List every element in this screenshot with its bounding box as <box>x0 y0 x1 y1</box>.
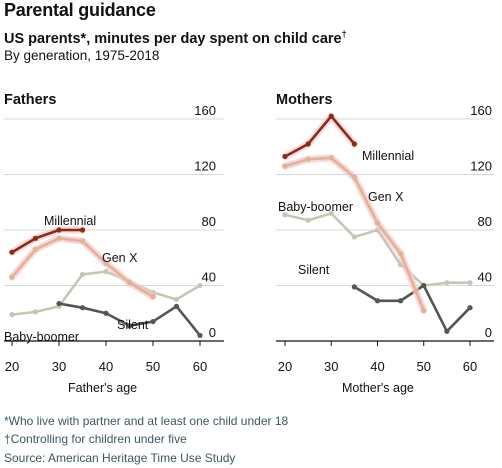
data-point-baby-boomer-mothers <box>305 217 311 223</box>
series-label-gen-x-mothers: Gen X <box>368 190 404 204</box>
data-point-baby-boomer-mothers <box>444 280 450 286</box>
series-label-silent-fathers: Silent <box>117 318 149 332</box>
data-point-silent-mothers <box>374 298 381 304</box>
y-tick-label-fathers: 80 <box>202 214 216 229</box>
data-point-gen-x-fathers <box>126 280 133 286</box>
data-point-silent-fathers <box>56 300 62 307</box>
data-point-silent-fathers <box>103 310 109 316</box>
data-point-baby-boomer-fathers <box>79 271 86 277</box>
y-tick-label-mothers: 80 <box>478 214 492 229</box>
x-tick-label-mothers: 40 <box>370 359 384 374</box>
footnote-controlling: †Controlling for children under five <box>4 432 187 446</box>
subtitle-text: US parents*, minutes per day spent on ch… <box>4 30 342 47</box>
subtitle-dagger: † <box>341 29 347 39</box>
y-tick-label-fathers: 120 <box>194 159 216 174</box>
panel-title-fathers: Fathers <box>4 92 56 108</box>
data-point-silent-fathers <box>150 318 156 325</box>
series-label-millennial-fathers: Millennial <box>44 214 96 228</box>
data-point-gen-x-fathers <box>9 274 15 280</box>
data-point-gen-x-fathers <box>32 246 39 253</box>
data-point-baby-boomer-fathers <box>197 282 203 289</box>
chart-subtitle: US parents*, minutes per day spent on ch… <box>4 29 347 47</box>
data-point-baby-boomer-fathers <box>9 312 15 318</box>
data-point-gen-x-mothers <box>421 307 427 314</box>
y-tick-label-fathers: 160 <box>194 103 216 118</box>
y-tick-label-mothers: 0 <box>485 325 492 340</box>
data-point-gen-x-mothers <box>351 174 357 180</box>
data-point-silent-mothers <box>421 282 427 289</box>
data-point-gen-x-mothers <box>398 250 404 257</box>
x-tick-label-fathers: 20 <box>5 359 19 374</box>
data-point-gen-x-mothers <box>374 220 381 226</box>
data-point-millennial-mothers <box>282 153 288 160</box>
series-glow-gen-x-fathers <box>8 234 157 301</box>
data-point-silent-mothers <box>467 305 473 311</box>
data-point-baby-boomer-mothers <box>351 234 357 240</box>
series-label-baby-boomer-mothers: Baby-boomer <box>278 200 353 214</box>
data-point-gen-x-mothers <box>305 156 311 162</box>
data-point-baby-boomer-mothers <box>467 280 473 286</box>
series-label-millennial-mothers: Millennial <box>362 149 414 163</box>
x-tick-label-fathers: 60 <box>193 359 207 374</box>
chart-subnote: By generation, 1975-2018 <box>4 48 160 63</box>
data-point-baby-boomer-fathers <box>32 309 39 315</box>
footnote-partner: *Who live with partner and at least one … <box>4 414 289 428</box>
y-tick-label-mothers: 40 <box>478 270 492 285</box>
x-tick-label-fathers: 50 <box>146 359 160 374</box>
data-point-millennial-mothers <box>351 141 357 147</box>
data-point-millennial-mothers <box>328 113 334 119</box>
data-point-millennial-fathers <box>9 249 15 255</box>
series-line-millennial-mothers <box>283 114 356 158</box>
data-point-gen-x-mothers <box>328 155 334 161</box>
y-tick-label-fathers: 40 <box>202 270 216 285</box>
footnote-source: Source: American Heritage Time Use Study <box>4 451 236 465</box>
data-point-silent-fathers <box>126 323 133 329</box>
x-tick-label-fathers: 30 <box>52 359 66 374</box>
data-point-gen-x-fathers <box>150 294 156 300</box>
data-point-silent-mothers <box>398 298 404 304</box>
series-line-millennial-fathers <box>10 228 84 254</box>
data-point-gen-x-mothers <box>282 163 288 169</box>
series-label-gen-x-fathers: Gen X <box>102 251 138 265</box>
data-point-silent-fathers <box>173 303 180 309</box>
series-label-silent-mothers: Silent <box>298 263 330 277</box>
data-point-baby-boomer-fathers <box>173 296 180 302</box>
x-axis-label-mothers: Mother's age <box>342 381 414 395</box>
series-label-baby-boomer-fathers: Baby-boomer <box>4 330 79 344</box>
data-point-gen-x-fathers <box>56 235 62 241</box>
data-point-silent-mothers <box>351 284 357 290</box>
chart-title: Parental guidance <box>4 0 156 20</box>
data-point-millennial-fathers <box>56 227 62 233</box>
x-tick-label-mothers: 50 <box>417 359 431 374</box>
data-point-millennial-fathers <box>32 235 39 241</box>
y-tick-label-mothers: 160 <box>470 103 492 118</box>
data-point-baby-boomer-mothers <box>328 210 334 216</box>
data-point-silent-mothers <box>444 328 450 334</box>
x-axis-label-fathers: Father's age <box>68 381 137 395</box>
data-point-gen-x-fathers <box>79 238 86 244</box>
panel-title-mothers: Mothers <box>276 92 332 108</box>
data-point-silent-fathers <box>79 305 86 311</box>
data-point-silent-fathers <box>197 332 203 339</box>
data-point-baby-boomer-mothers <box>282 212 288 218</box>
x-tick-label-fathers: 40 <box>99 359 113 374</box>
data-point-baby-boomer-fathers <box>103 269 109 275</box>
x-tick-label-mothers: 60 <box>463 359 477 374</box>
y-tick-label-fathers: 0 <box>209 325 216 340</box>
data-point-millennial-mothers <box>305 141 311 147</box>
data-point-millennial-fathers <box>79 227 86 233</box>
x-tick-label-mothers: 30 <box>324 359 338 374</box>
x-tick-label-mothers: 20 <box>278 359 292 374</box>
y-tick-label-mothers: 120 <box>470 159 492 174</box>
series-line-silent-mothers <box>353 284 472 333</box>
data-point-gen-x-fathers <box>103 260 109 266</box>
